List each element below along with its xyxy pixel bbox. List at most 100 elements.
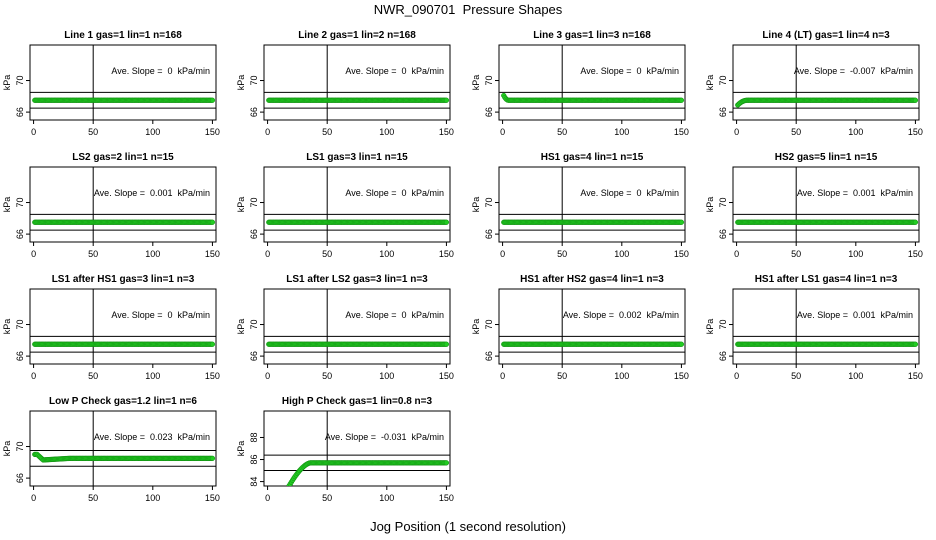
data-points (266, 97, 450, 103)
y-axis-label: kPa (236, 319, 246, 335)
x-tick-label: 150 (439, 493, 454, 503)
y-tick-label: 66 (484, 107, 494, 117)
slope-annotation: Ave. Slope = -0.031 kPa/min (325, 432, 444, 442)
plot-frame (29, 166, 217, 243)
x-tick-label: 50 (322, 371, 332, 381)
x-tick-label: 50 (88, 127, 98, 137)
x-tick-label: 50 (557, 127, 567, 137)
plot-frame (263, 410, 451, 487)
y-axis-label: kPa (471, 75, 481, 91)
slope-annotation: Ave. Slope = 0.002 kPa/min (563, 310, 679, 320)
panel-title: LS2 gas=2 lin=1 n=15 (72, 152, 174, 163)
x-tick-label: 150 (908, 371, 923, 381)
y-axis-label: kPa (236, 441, 246, 457)
y-tick-label: 70 (15, 320, 25, 330)
data-point (443, 460, 450, 466)
x-tick-label: 150 (439, 371, 454, 381)
y-tick-label: 66 (15, 229, 25, 239)
x-tick-label: 150 (205, 127, 220, 137)
x-tick-label: 50 (791, 127, 801, 137)
x-tick-label: 150 (205, 249, 220, 259)
slope-annotation: Ave. Slope = 0.023 kPa/min (94, 432, 210, 442)
x-tick-label: 150 (674, 371, 689, 381)
y-tick-label: 70 (249, 198, 259, 208)
data-points (501, 92, 685, 103)
panel-3: Line 3 gas=1 lin=3 n=168 0 50 100 150 66 70kPa… (471, 30, 689, 137)
y-tick-label: 70 (249, 76, 259, 86)
panel-title: Low P Check gas=1.2 lin=1 n=6 (49, 396, 197, 407)
data-point (678, 97, 685, 103)
y-tick-label: 66 (484, 229, 494, 239)
y-tick-label: 66 (718, 351, 728, 361)
y-tick-label: 66 (718, 107, 728, 117)
x-tick-label: 50 (322, 127, 332, 137)
x-tick-label: 0 (31, 127, 36, 137)
y-tick-label: 70 (15, 76, 25, 86)
panel-title: HS1 after LS1 gas=4 lin=1 n=3 (755, 274, 898, 285)
x-tick-label: 150 (674, 127, 689, 137)
y-axis-label: kPa (2, 197, 12, 213)
panel-14: High P Check gas=1 lin=0.8 n=3 0 50 100 150 8… (236, 396, 454, 503)
x-tick-label: 100 (145, 371, 160, 381)
y-tick-label: 66 (249, 351, 259, 361)
x-tick-label: 100 (145, 127, 160, 137)
data-point (209, 341, 216, 347)
slope-annotation: Ave. Slope = 0 kPa/min (345, 66, 444, 76)
y-tick-label: 66 (718, 229, 728, 239)
y-tick-label: 84 (249, 477, 259, 487)
panel-title: Line 2 gas=1 lin=2 n=168 (298, 30, 416, 41)
panel-title: HS1 after HS2 gas=4 lin=1 n=3 (520, 274, 664, 285)
y-axis-label: kPa (705, 197, 715, 213)
data-points (735, 219, 919, 225)
panel-11: HS1 after HS2 gas=4 lin=1 n=3 0 50 100 150 66… (471, 274, 689, 381)
x-tick-label: 0 (500, 371, 505, 381)
panel-title: High P Check gas=1 lin=0.8 n=3 (282, 396, 433, 407)
x-tick-label: 100 (614, 249, 629, 259)
y-tick-label: 66 (249, 229, 259, 239)
x-tick-label: 0 (500, 249, 505, 259)
slope-annotation: Ave. Slope = 0 kPa/min (580, 188, 679, 198)
x-tick-label: 0 (734, 249, 739, 259)
x-tick-label: 100 (848, 127, 863, 137)
x-tick-label: 0 (265, 127, 270, 137)
x-tick-label: 50 (791, 371, 801, 381)
data-points (286, 460, 450, 486)
y-tick-label: 70 (484, 320, 494, 330)
panel-title: LS1 after HS1 gas=3 lin=1 n=3 (52, 274, 195, 285)
y-axis-label: kPa (236, 197, 246, 213)
x-tick-label: 100 (145, 493, 160, 503)
data-point (678, 219, 685, 225)
slope-annotation: Ave. Slope = 0 kPa/min (345, 188, 444, 198)
plot-frame (732, 288, 920, 365)
data-point (912, 341, 919, 347)
panel-title: Line 1 gas=1 lin=1 n=168 (64, 30, 182, 41)
panel-12: HS1 after LS1 gas=4 lin=1 n=3 0 50 100 150 66… (705, 274, 923, 381)
y-axis-label: kPa (471, 197, 481, 213)
data-points (501, 341, 685, 347)
y-tick-label: 70 (15, 442, 25, 452)
x-tick-label: 50 (322, 493, 332, 503)
x-tick-label: 50 (322, 249, 332, 259)
slope-annotation: Ave. Slope = -0.007 kPa/min (794, 66, 913, 76)
data-point (209, 219, 216, 225)
y-axis-label: kPa (2, 75, 12, 91)
y-tick-label: 66 (15, 473, 25, 483)
y-tick-label: 70 (718, 198, 728, 208)
x-tick-label: 100 (379, 371, 394, 381)
panel-title: Line 3 gas=1 lin=3 n=168 (533, 30, 651, 41)
data-point (443, 219, 450, 225)
x-tick-label: 50 (791, 249, 801, 259)
x-tick-label: 150 (674, 249, 689, 259)
slope-annotation: Ave. Slope = 0 kPa/min (111, 310, 210, 320)
data-point (209, 455, 216, 462)
y-axis-label: kPa (471, 319, 481, 335)
x-axis-title: Jog Position (1 second resolution) (370, 519, 566, 534)
data-point (678, 341, 685, 347)
panel-title: LS1 after LS2 gas=3 lin=1 n=3 (286, 274, 428, 285)
y-tick-label: 66 (484, 351, 494, 361)
y-axis-label: kPa (705, 319, 715, 335)
x-tick-label: 150 (205, 371, 220, 381)
